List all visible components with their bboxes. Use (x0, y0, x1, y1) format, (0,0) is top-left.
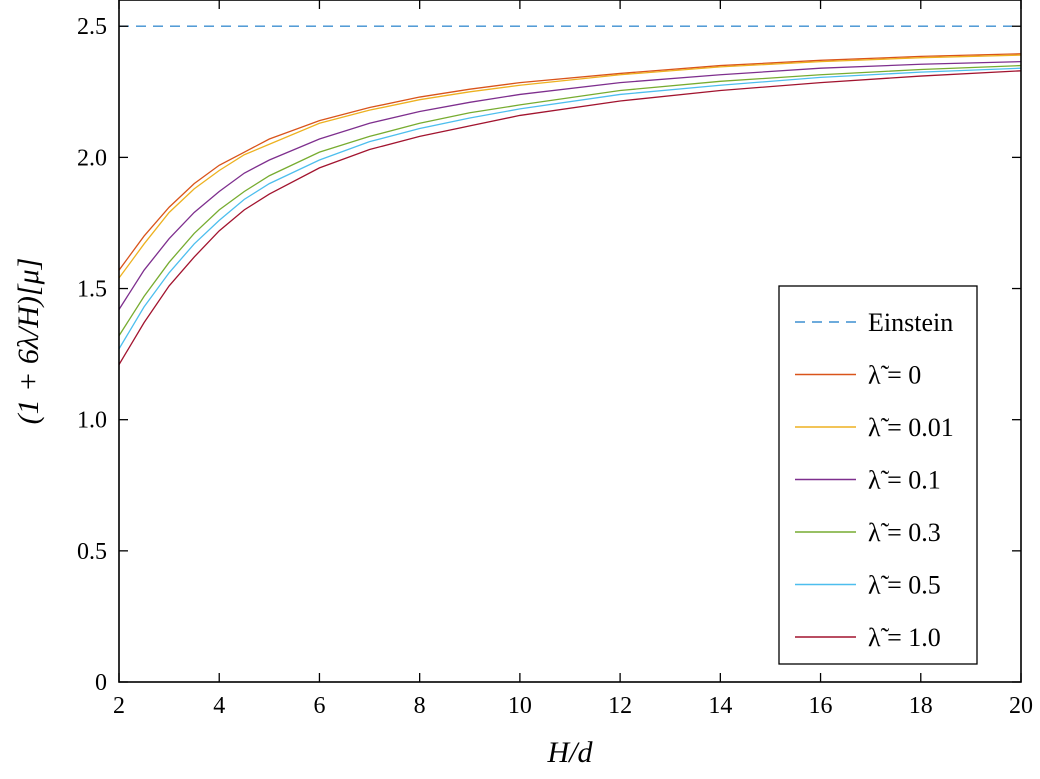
y-axis-label: (1 + 6λ/H)[μ] (12, 258, 45, 425)
y-tick-label: 0.5 (77, 539, 107, 565)
x-tick-label: 14 (708, 693, 732, 719)
x-tick-label: 8 (414, 693, 426, 719)
legend-label: λ̃ = 0 (868, 361, 921, 390)
x-tick-label: 18 (909, 693, 933, 719)
legend-label: λ̃ = 0.01 (868, 413, 954, 442)
ticks (118, 0, 1022, 683)
legend-label: Einstein (868, 308, 953, 337)
x-tick-label: 10 (508, 693, 532, 719)
x-tick-label: 20 (1009, 693, 1033, 719)
series-line (118, 67, 1022, 350)
y-tick-label: 2.5 (77, 14, 107, 40)
x-tick-label: 12 (608, 693, 632, 719)
y-tick-label: 0 (95, 670, 107, 696)
legend-items: Einstein λ̃ = 0 λ̃ = 0.01 λ̃ = 0.1 λ̃ = 0.3 λ… (795, 308, 954, 652)
series-line (118, 54, 1022, 279)
y-tick-label: 2.0 (77, 145, 107, 171)
tick-labels: 2 4 6 8 10 12 14 16 18 20 0 0.5 1.0 1.5 2.0 2.5 (77, 14, 1033, 719)
x-tick-label: 4 (213, 693, 225, 719)
x-tick-label: 16 (809, 693, 833, 719)
x-tick-label: 6 (313, 693, 325, 719)
legend-box (778, 285, 978, 665)
series-line (118, 64, 1022, 337)
x-axis-label: H/d (547, 736, 594, 769)
x-tick-label: 2 (113, 693, 125, 719)
legend-label: λ̃ = 0.5 (868, 571, 941, 600)
y-tick-label: 1.5 (77, 277, 107, 303)
y-tick-label: 1.0 (77, 408, 107, 434)
series-line (118, 70, 1022, 365)
legend: Einstein λ̃ = 0 λ̃ = 0.01 λ̃ = 0.1 λ̃ = 0.3 λ… (778, 285, 978, 665)
plot-lines (118, 25, 1022, 365)
series-line (118, 53, 1022, 271)
legend-label: λ̃ = 0.3 (868, 518, 941, 547)
series-line (118, 60, 1022, 310)
legend-label: λ̃ = 1.0 (868, 623, 941, 652)
legend-label: λ̃ = 0.1 (868, 466, 941, 495)
plot-frame (118, 0, 1022, 683)
